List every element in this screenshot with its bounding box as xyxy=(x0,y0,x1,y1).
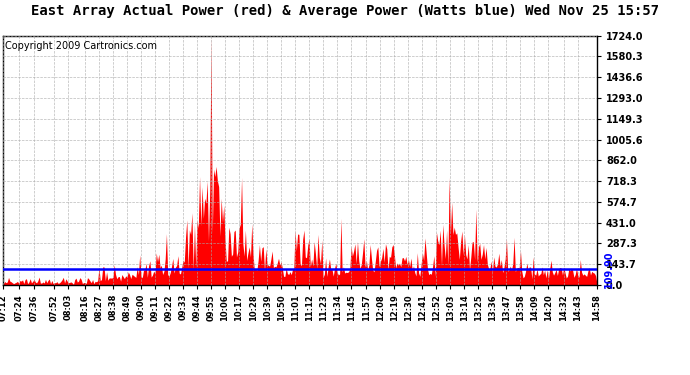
Text: East Array Actual Power (red) & Average Power (Watts blue) Wed Nov 25 15:57: East Array Actual Power (red) & Average … xyxy=(31,4,659,18)
Text: 109.90: 109.90 xyxy=(604,251,614,288)
Text: Copyright 2009 Cartronics.com: Copyright 2009 Cartronics.com xyxy=(5,40,157,51)
